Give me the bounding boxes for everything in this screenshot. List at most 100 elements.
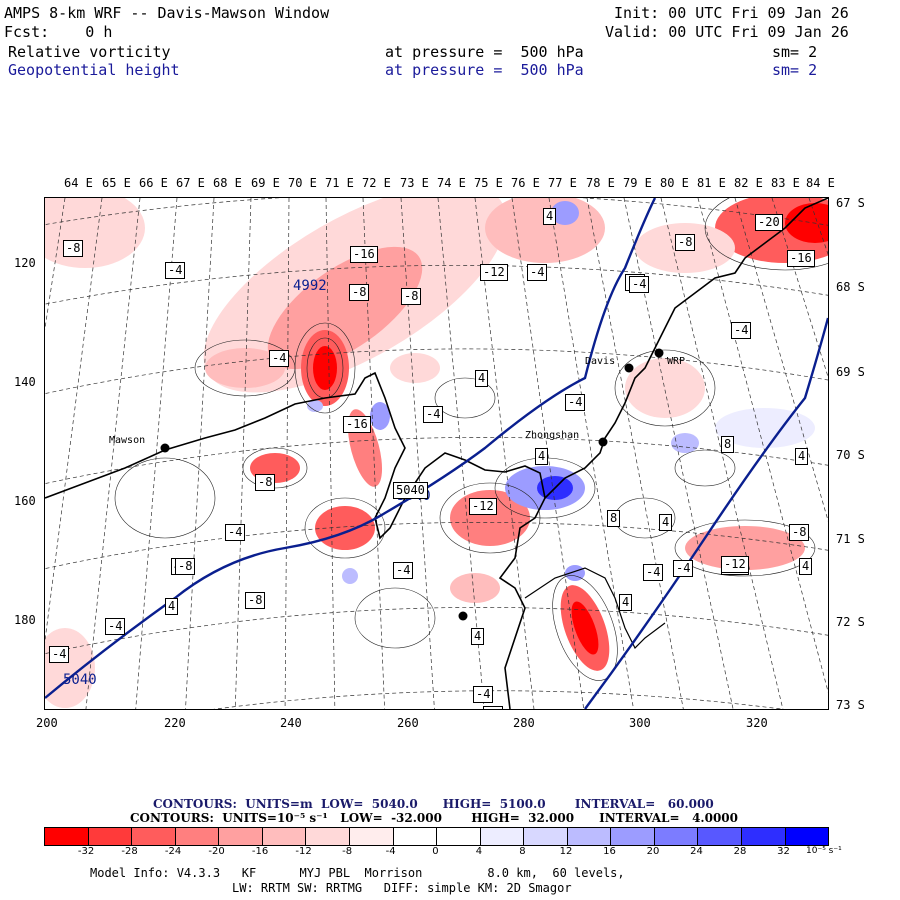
lon-label: 66 E: [139, 176, 168, 190]
lat-label: 69 S: [836, 365, 865, 379]
contour: [354, 587, 436, 649]
lon-label: 64 E: [64, 176, 93, 190]
lon-label: 75 E: [474, 176, 503, 190]
colorbar-swatch: [654, 828, 699, 845]
colorbar-label: -4: [385, 846, 396, 857]
graticule-line: [623, 198, 734, 709]
colorbar-label: 12: [559, 846, 573, 857]
graticule-line: [734, 198, 828, 522]
contour-value-label: -4: [731, 322, 752, 339]
colorbar-label: 16: [603, 846, 616, 857]
vorticity-shading: [45, 198, 828, 708]
colorbar-swatch: [132, 828, 176, 845]
lon-label: 77 E: [548, 176, 577, 190]
lon-label: 84 E: [806, 176, 835, 190]
vorticity-map[interactable]: Mawson Davis Zhongshan WRP 4992 5040 504…: [44, 197, 829, 710]
station-dot-wrp[interactable]: [654, 348, 664, 358]
contour-value-label: 8: [721, 436, 735, 453]
vort-blob: [571, 601, 599, 655]
contour-value-label: 4: [475, 370, 489, 387]
contour-value-label: -8: [789, 524, 810, 541]
lon-label: 82 E: [734, 176, 763, 190]
graticule-line: [45, 198, 66, 331]
graticule-line: [85, 198, 141, 709]
graticule-line: [45, 265, 828, 305]
colorbar-label: 4: [475, 846, 483, 857]
vort-blob: [450, 573, 500, 603]
coastline: [45, 371, 546, 709]
vort-blob: [205, 348, 285, 388]
station-dot-zhongshan[interactable]: [598, 437, 608, 447]
colorbar-swatch: [611, 828, 655, 845]
colorbar-swatch: [480, 828, 525, 845]
lon-label: 81 E: [697, 176, 726, 190]
graticule-line: [45, 198, 828, 226]
x-tick: 260: [397, 716, 419, 730]
vort-blob: [315, 506, 375, 550]
graticule-line: [548, 198, 634, 709]
lon-label: 83 E: [771, 176, 800, 190]
contour: [552, 575, 618, 681]
colorbar-label: -32: [77, 846, 95, 857]
x-tick: 280: [513, 716, 535, 730]
lon-label: 71 E: [325, 176, 354, 190]
contour-value-label: -4: [423, 406, 444, 423]
vort-blob: [267, 246, 423, 370]
colorbar-swatch: [306, 828, 350, 845]
lon-label: 70 E: [288, 176, 317, 190]
model-info: Model Info: V4.3.3 KF MYJ PBL Morrison 8…: [90, 866, 625, 880]
station-dot-davis[interactable]: [624, 363, 634, 373]
y-tick: 180: [14, 613, 36, 627]
station-label-wrp: WRP: [667, 356, 685, 367]
init-time: Init: 00 UTC Fri 09 Jan 26: [614, 4, 849, 22]
colorbar-swatch: [567, 828, 612, 845]
y-tick: 140: [14, 375, 36, 389]
station-dot[interactable]: [458, 611, 468, 621]
contour-value-label: -4: [565, 394, 586, 411]
colorbar-label: 28: [733, 846, 747, 857]
lon-label: 68 E: [213, 176, 242, 190]
contour-value-label: -8: [63, 240, 84, 257]
contour-value-label: 4: [543, 208, 557, 225]
graticule-line: [234, 198, 252, 709]
contour-value-label: -4: [165, 262, 186, 279]
colorbar-swatch: [785, 828, 829, 845]
vort-blob: [625, 358, 705, 418]
colorbar-label: 32: [777, 846, 790, 857]
lat-label: 72 S: [836, 615, 865, 629]
colorbar: [44, 827, 829, 846]
lat-label: 68 S: [836, 280, 865, 294]
colorbar-swatch: [349, 828, 394, 845]
physics-info: LW: RRTM SW: RRTMG DIFF: simple KM: 2D S…: [232, 881, 572, 895]
contour-value-label: 8: [607, 510, 621, 527]
contour-value-label: -4: [673, 560, 694, 577]
colorbar-swatch: [393, 828, 438, 845]
contour-value-label: -4: [527, 264, 548, 281]
colorbar-label: -28: [121, 846, 138, 857]
contour-value-label: 4: [535, 448, 549, 465]
station-dot-mawson[interactable]: [160, 443, 170, 453]
contour: [614, 349, 716, 427]
contour: [674, 519, 816, 577]
vort-blob: [390, 353, 440, 383]
lat-label: 71 S: [836, 532, 865, 546]
contour-value-label: -16: [350, 246, 378, 263]
colorbar-swatch: [524, 828, 568, 845]
contour-value-label: -4: [643, 564, 664, 581]
field2-smoothing: sm= 2: [772, 61, 818, 79]
vort-blob: [370, 402, 390, 430]
vort-blob: [685, 526, 805, 570]
contour-value-label: -4: [225, 524, 246, 541]
coastline: [524, 567, 666, 650]
graticule-line: [185, 198, 215, 709]
colorbar-label: 0: [432, 846, 439, 857]
graticule-line: [808, 198, 828, 256]
graticule-line: [135, 198, 178, 709]
contour-value-label: -8: [175, 558, 196, 575]
x-tick: 320: [746, 716, 768, 730]
graticule-line: [474, 198, 535, 709]
colorbar-swatch: [262, 828, 307, 845]
colorbar-label: 24: [690, 846, 703, 857]
contour-value-label: -4: [269, 350, 290, 367]
contour-value-label: -4: [483, 706, 504, 709]
